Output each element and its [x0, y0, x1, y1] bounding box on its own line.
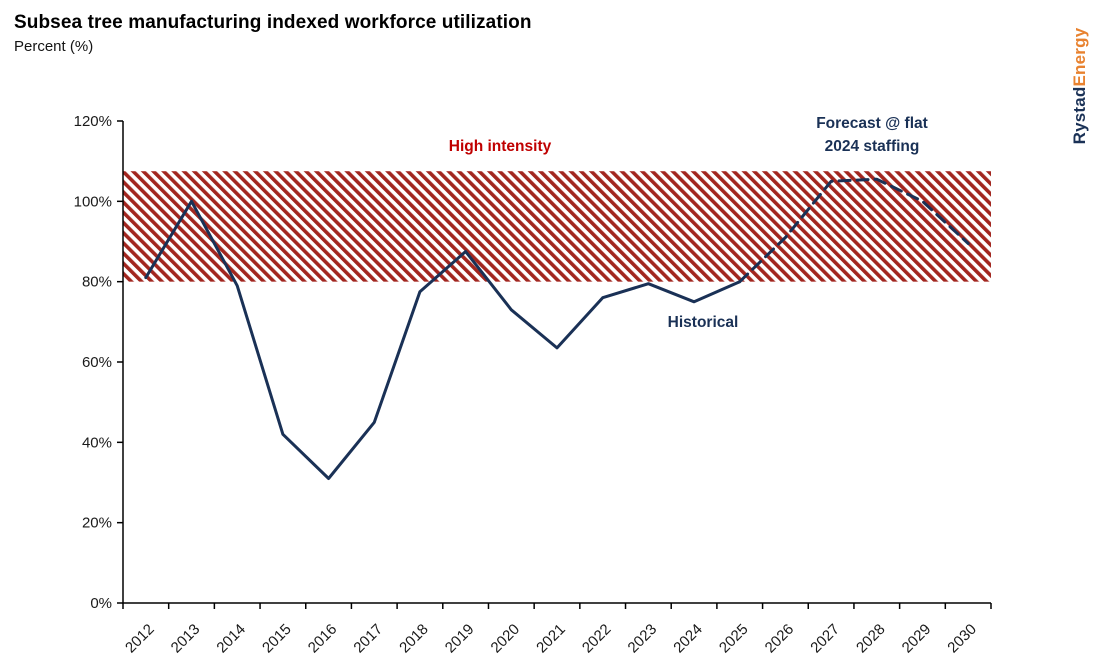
x-tick-label: 2017 [350, 621, 386, 657]
x-tick-label: 2016 [305, 621, 341, 657]
y-tick-label: 60% [82, 354, 112, 371]
x-tick-label: 2028 [853, 621, 889, 657]
forecast-label: Forecast @ flat 2024 staffing [816, 112, 928, 158]
x-tick-label: 2019 [442, 621, 478, 657]
forecast-label-line2: 2024 staffing [824, 138, 920, 155]
x-tick-label: 2020 [488, 621, 524, 657]
x-tick-label: 2026 [762, 621, 798, 657]
historical-line [144, 199, 742, 480]
x-tick-label: 2023 [625, 621, 661, 657]
y-tick-label: 80% [82, 274, 112, 291]
x-tick-label: 2014 [213, 621, 249, 657]
forecast-line [738, 177, 970, 284]
page-title: Subsea tree manufacturing indexed workfo… [14, 12, 532, 33]
y-tick-label: 120% [74, 113, 112, 130]
x-tick-label: 2030 [944, 621, 980, 657]
y-tick-label: 20% [82, 515, 112, 532]
x-tick-label: 2025 [716, 621, 752, 657]
page-subtitle: Percent (%) [14, 38, 94, 55]
x-tick-label: 2027 [807, 621, 843, 657]
high-intensity-label: High intensity [448, 138, 552, 155]
x-tick-label: 2022 [579, 621, 615, 657]
high-intensity-band [123, 171, 991, 282]
historical-label: Historical [667, 314, 739, 331]
y-tick-label: 0% [90, 595, 112, 612]
chart-header: Subsea tree manufacturing indexed workfo… [14, 12, 532, 55]
x-tick-label: 2021 [533, 621, 569, 657]
x-tick-label: 2013 [168, 621, 204, 657]
x-tick-label: 2029 [899, 621, 935, 657]
x-tick-label: 2024 [670, 621, 706, 657]
x-tick-label: 2012 [122, 621, 158, 657]
x-tick-label: 2018 [396, 621, 432, 657]
y-tick-label: 40% [82, 434, 112, 451]
forecast-label-line1: Forecast @ flat [816, 115, 928, 132]
x-tick-label: 2015 [259, 621, 295, 657]
y-tick-label: 100% [74, 193, 112, 210]
